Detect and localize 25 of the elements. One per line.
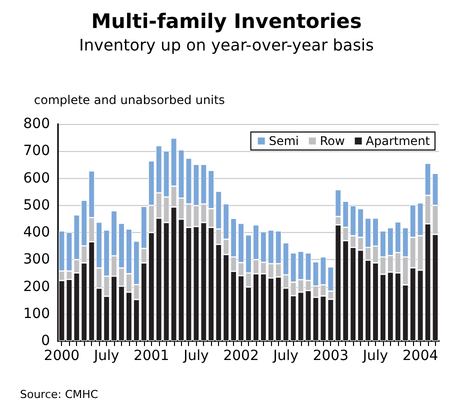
y-tick-label: 500 bbox=[23, 197, 50, 214]
chart-subtitle: Inventory up on year-over-year basis bbox=[79, 36, 374, 54]
chart-title: Multi-family Inventories bbox=[91, 9, 362, 33]
y-tick-label: 700 bbox=[23, 143, 50, 160]
x-tick-label: July bbox=[92, 348, 120, 364]
legend-label: Semi bbox=[268, 134, 299, 148]
y-tick-label: 100 bbox=[23, 306, 50, 322]
x-tick-label: 2001 bbox=[134, 348, 170, 364]
legend-label: Row bbox=[320, 134, 345, 148]
y-tick-label: 600 bbox=[23, 170, 50, 186]
legend-label: Apartment bbox=[366, 134, 430, 148]
x-tick-label: 2004 bbox=[402, 348, 438, 364]
x-tick-label: 2000 bbox=[44, 348, 80, 364]
x-tick-label: July bbox=[272, 348, 298, 364]
x-tick-label: July bbox=[182, 348, 209, 364]
x-tick-label: July bbox=[362, 348, 388, 364]
y-tick-label: 400 bbox=[23, 224, 50, 240]
y-axis-title: complete and unabsorbed units bbox=[34, 93, 225, 107]
y-tick-label: 0 bbox=[41, 333, 50, 349]
y-tick-label: 200 bbox=[23, 278, 50, 295]
x-tick-label: 2002 bbox=[223, 348, 259, 364]
y-tick-label: 300 bbox=[23, 252, 50, 268]
y-tick-label: 800 bbox=[23, 116, 50, 132]
x-tick-label: 2003 bbox=[312, 348, 348, 364]
source-note: Source: CMHC bbox=[20, 388, 98, 401]
